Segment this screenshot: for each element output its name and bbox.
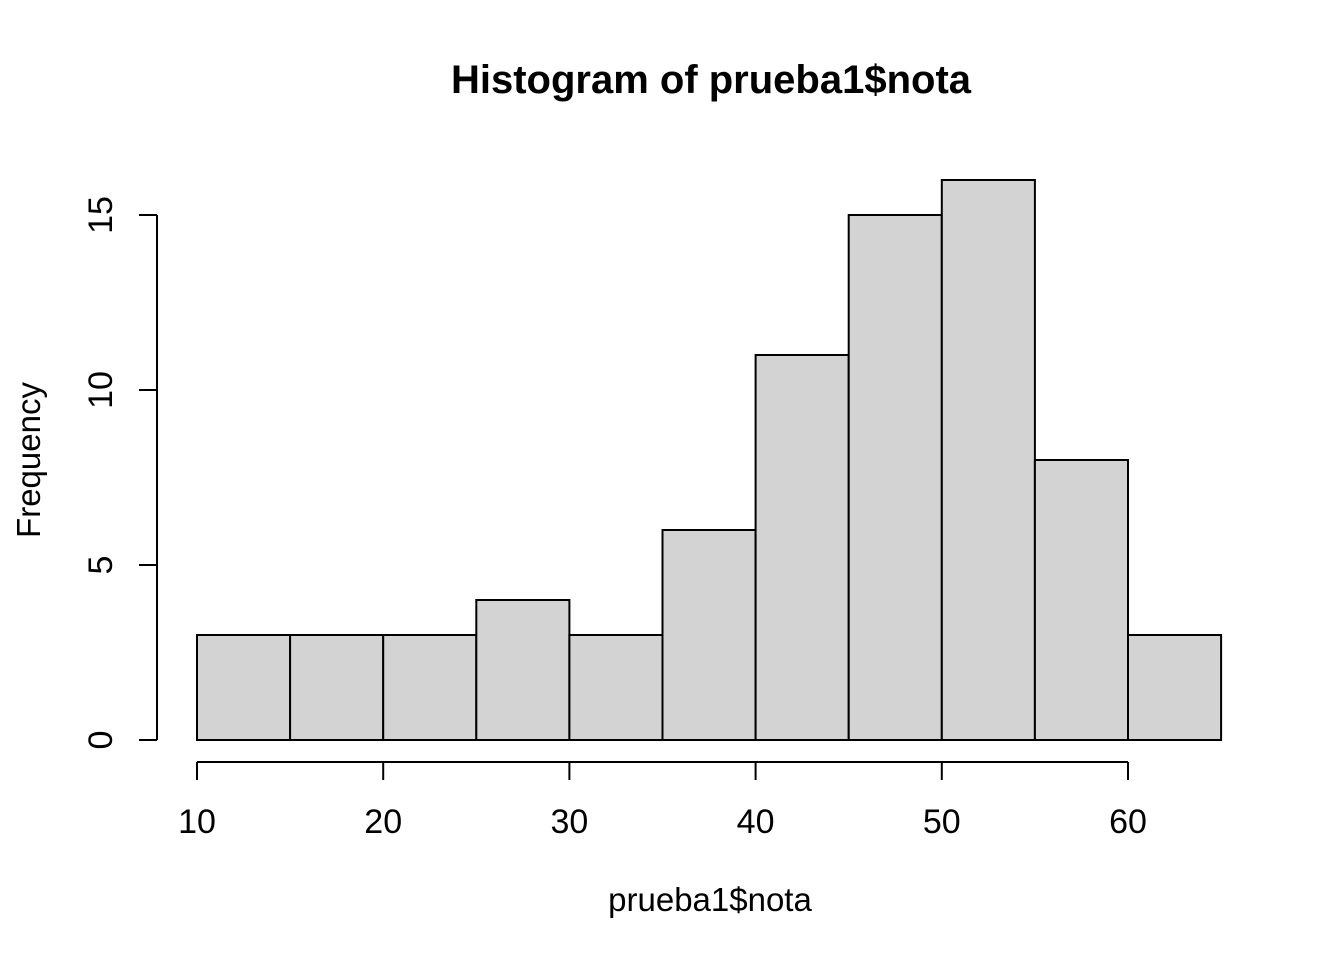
- x-axis-tick-label: 60: [1109, 803, 1147, 841]
- histogram-bar: [568, 634, 664, 741]
- histogram-bar: [847, 214, 943, 741]
- histogram-bar: [475, 599, 571, 741]
- histogram-bar: [382, 634, 478, 741]
- x-axis-label: prueba1$nota: [608, 881, 812, 918]
- y-axis-tick-label: 10: [82, 371, 120, 409]
- y-axis-tick-label: 0: [82, 731, 120, 750]
- histogram-bar: [1033, 459, 1130, 741]
- x-axis-tick-label: 50: [923, 803, 961, 841]
- histogram-bar: [754, 354, 850, 741]
- y-axis-label: Frequency: [10, 382, 47, 538]
- x-axis-tick-label: 20: [364, 803, 402, 841]
- histogram-bar: [289, 634, 385, 741]
- histogram-bar: [1127, 634, 1223, 741]
- x-axis-tick-label: 30: [550, 803, 588, 841]
- histogram-bar: [196, 634, 292, 741]
- y-axis-tick-label: 15: [82, 196, 120, 234]
- y-axis-tick-label: 5: [82, 556, 120, 575]
- histogram-bar: [940, 179, 1036, 741]
- histogram-bar: [661, 529, 757, 741]
- x-axis-tick-label: 10: [178, 803, 216, 841]
- x-axis-tick-label: 40: [737, 803, 775, 841]
- chart-title: Histogram of prueba1$nota: [451, 58, 972, 102]
